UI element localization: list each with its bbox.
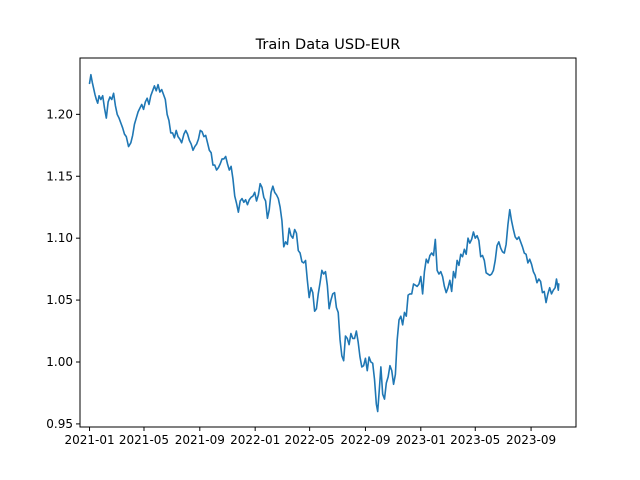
y-tick-label: 1.20 <box>46 107 73 121</box>
x-tick-label: 2022-05 <box>285 433 335 447</box>
y-axis: 0.95 1.00 1.05 1.10 1.15 1.20 <box>46 107 80 431</box>
x-tick-label: 2021-01 <box>64 433 114 447</box>
y-tick-label: 1.00 <box>46 355 73 369</box>
x-tick-label: 2021-09 <box>175 433 225 447</box>
x-tick-label: 2022-01 <box>230 433 280 447</box>
y-tick-label: 0.95 <box>46 417 73 431</box>
x-tick-label: 2023-09 <box>506 433 556 447</box>
x-tick-label: 2023-05 <box>450 433 500 447</box>
y-tick-label: 1.10 <box>46 231 73 245</box>
chart-title: Train Data USD-EUR <box>255 37 401 53</box>
y-tick-label: 1.15 <box>46 169 73 183</box>
plot-series <box>88 73 560 413</box>
x-tick-label: 2022-09 <box>340 433 390 447</box>
plot-area-frame <box>79 57 577 428</box>
x-tick-label: 2023-01 <box>396 433 446 447</box>
x-tick-label: 2021-05 <box>119 433 169 447</box>
x-axis: 2021-01 2021-05 2021-09 2022-01 2022-05 2022-… <box>64 427 556 447</box>
y-tick-label: 1.05 <box>46 293 73 307</box>
series-line-0 <box>88 73 560 413</box>
